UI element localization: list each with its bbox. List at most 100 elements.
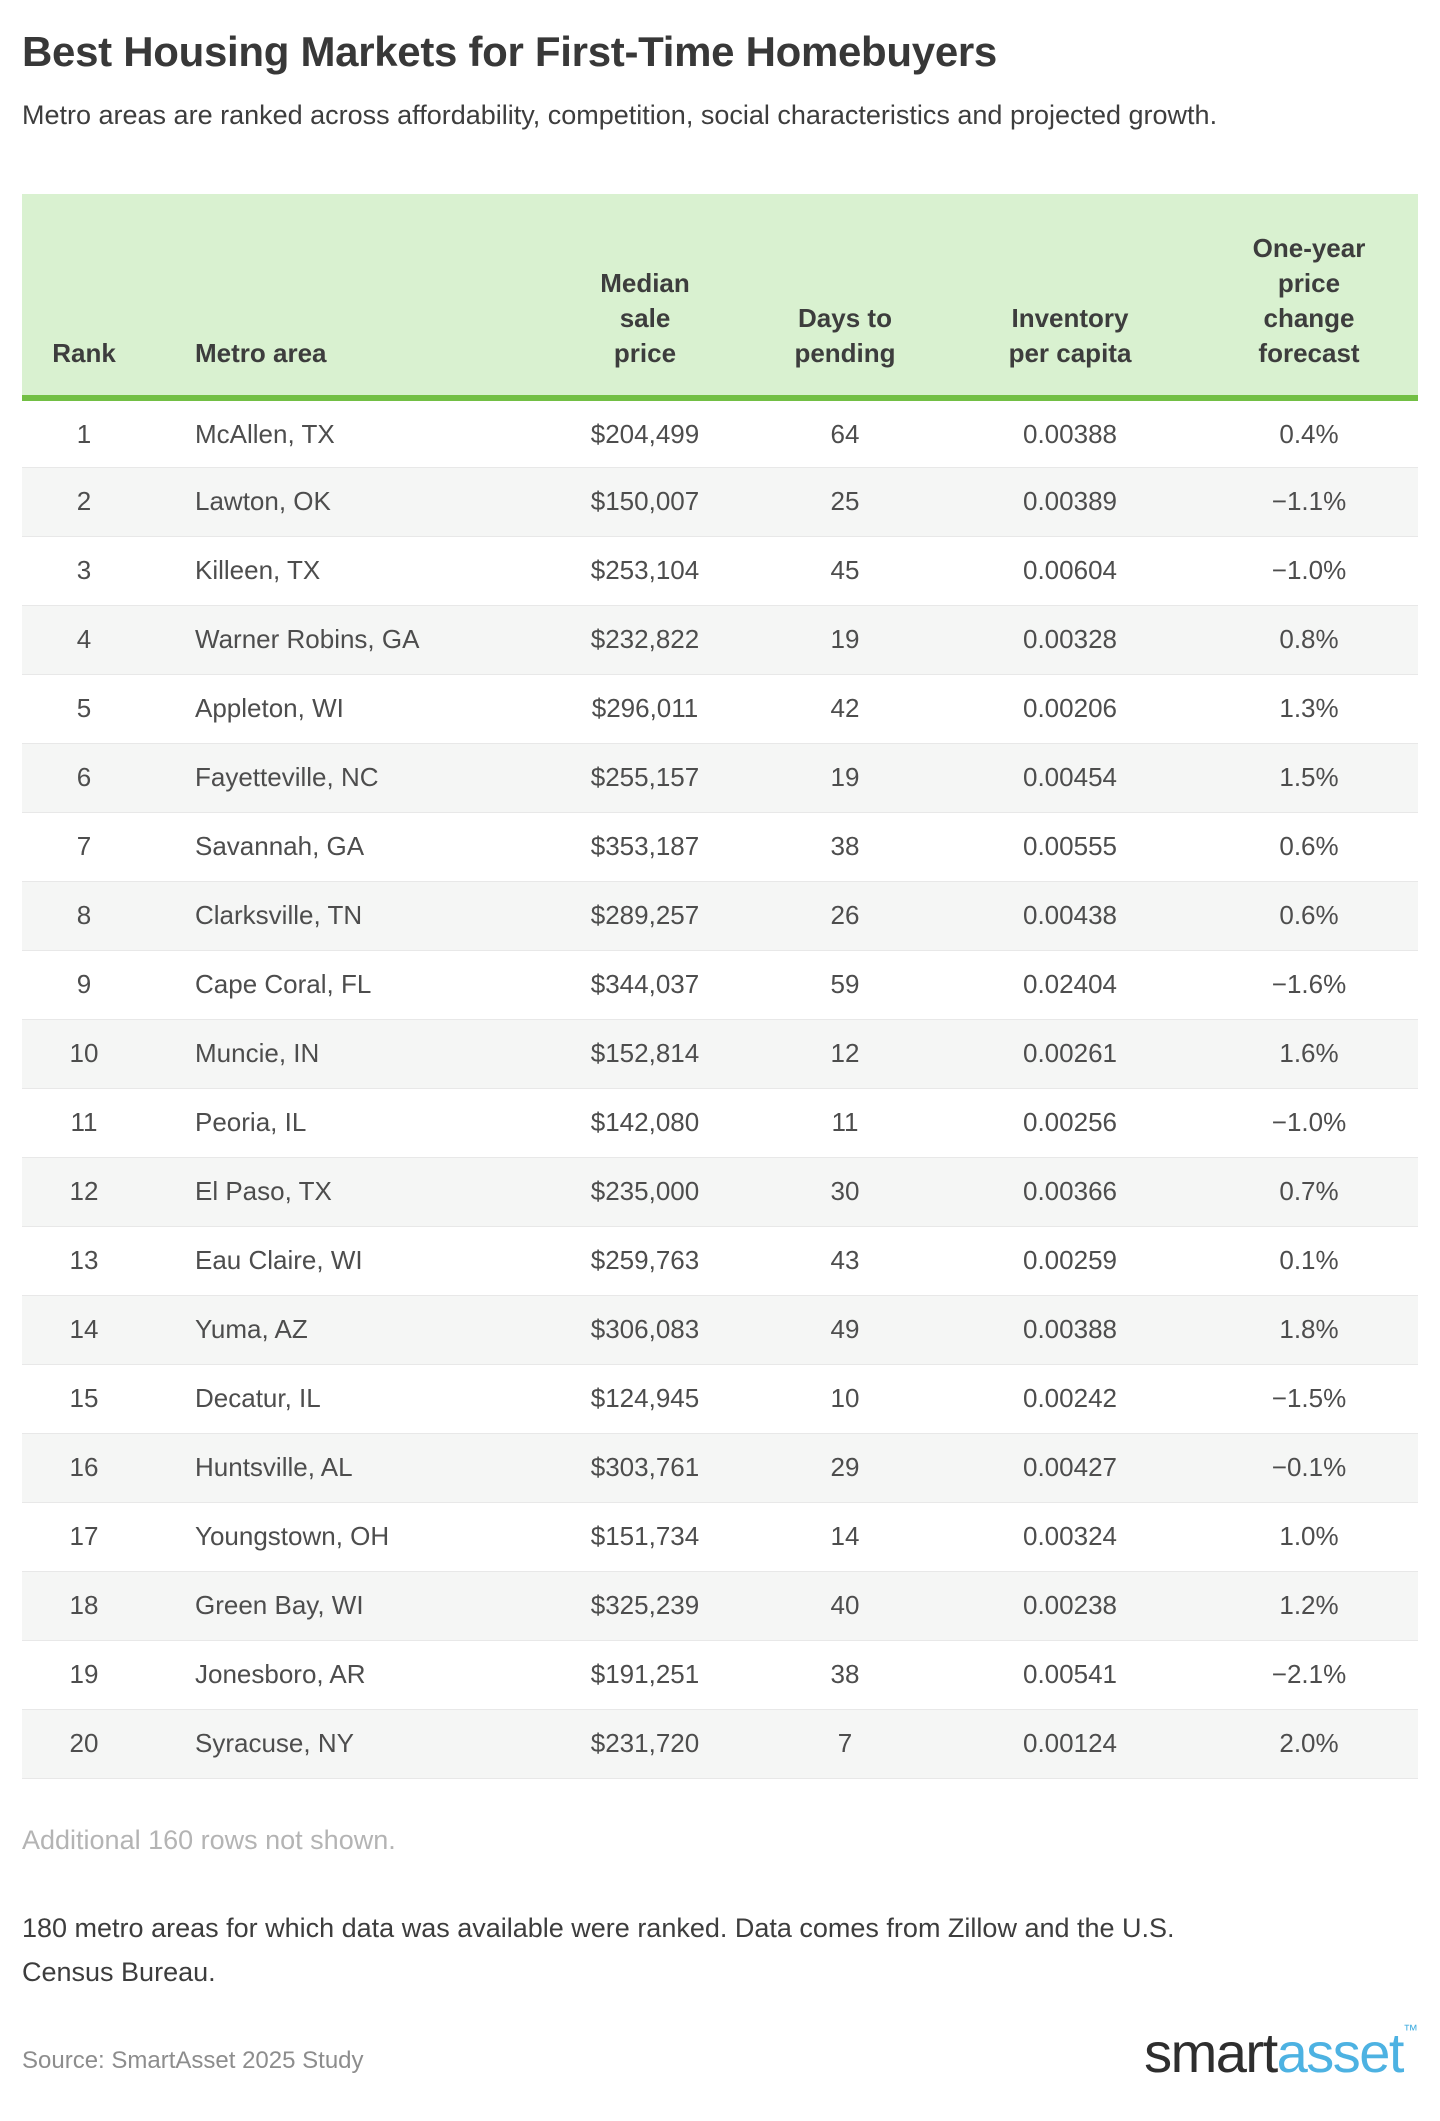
rank-cell: 16 — [69, 1452, 99, 1483]
rank-cell: 9 — [76, 969, 92, 1000]
price-forecast-cell: −2.1% — [1271, 1659, 1347, 1690]
metro-area-cell: Clarksville, TN — [195, 900, 363, 931]
rank-cell: 3 — [76, 555, 92, 586]
days-to-pending-cell: 14 — [830, 1521, 860, 1552]
table-row: 14 Yuma, AZ $306,083 49 0.00388 1.8% — [22, 1295, 1418, 1365]
days-to-pending-cell: 43 — [830, 1245, 860, 1276]
rank-cell: 13 — [69, 1245, 99, 1276]
metro-area-cell: Peoria, IL — [195, 1107, 307, 1138]
rank-cell: 17 — [69, 1521, 99, 1552]
metro-area-cell: Appleton, WI — [195, 693, 344, 724]
median-sale-price-cell: $124,945 — [590, 1383, 700, 1414]
median-sale-price-cell: $289,257 — [590, 900, 700, 931]
rank-cell: 18 — [69, 1590, 99, 1621]
rank-cell: 15 — [69, 1383, 99, 1414]
metro-area-cell: Decatur, IL — [195, 1383, 321, 1414]
days-to-pending-cell: 19 — [830, 624, 860, 655]
metro-area-cell: Green Bay, WI — [195, 1590, 364, 1621]
median-sale-price-cell: $204,499 — [590, 418, 700, 449]
rank-cell: 1 — [76, 418, 92, 449]
table-row: 15 Decatur, IL $124,945 10 0.00242 −1.5% — [22, 1364, 1418, 1433]
bottom-row: Source: SmartAsset 2025 Study smartasset… — [22, 2021, 1418, 2081]
housing-markets-table: Rank Metro area Median sale price Days t… — [22, 194, 1418, 1779]
metro-area-cell: Savannah, GA — [195, 831, 365, 862]
days-to-pending-cell: 42 — [830, 693, 860, 724]
median-sale-price-cell: $303,761 — [590, 1452, 700, 1483]
rank-cell: 8 — [76, 900, 92, 931]
table-row: 2 Lawton, OK $150,007 25 0.00389 −1.1% — [22, 467, 1418, 537]
metro-area-cell: Lawton, OK — [195, 486, 331, 517]
price-forecast-cell: 0.8% — [1279, 624, 1339, 655]
price-forecast-cell: 1.5% — [1279, 762, 1339, 793]
inventory-per-capita-cell: 0.00366 — [1023, 1176, 1117, 1207]
days-to-pending-cell: 10 — [830, 1383, 860, 1414]
price-forecast-cell: 1.3% — [1279, 693, 1339, 724]
price-forecast-cell: 1.2% — [1279, 1590, 1339, 1621]
price-forecast-cell: 0.4% — [1279, 418, 1339, 449]
trademark-symbol: ™ — [1403, 2021, 1418, 2039]
metro-area-cell: Fayetteville, NC — [195, 762, 379, 793]
metro-area-cell: Cape Coral, FL — [195, 969, 372, 1000]
days-to-pending-cell: 7 — [837, 1728, 853, 1759]
median-sale-price-cell: $255,157 — [590, 762, 700, 793]
table-row: 7 Savannah, GA $353,187 38 0.00555 0.6% — [22, 812, 1418, 881]
median-sale-price-cell: $259,763 — [590, 1245, 700, 1276]
table-row: 9 Cape Coral, FL $344,037 59 0.02404 −1.6% — [22, 950, 1418, 1019]
median-sale-price-cell: $344,037 — [590, 969, 700, 1000]
metro-area-cell: McAllen, TX — [195, 418, 335, 449]
table-body: 1 McAllen, TX $204,499 64 0.00388 0.4% 2 Lawton… — [22, 398, 1418, 1779]
price-forecast-cell: −1.0% — [1271, 555, 1347, 586]
metro-area-cell: Yuma, AZ — [195, 1314, 308, 1345]
rank-cell: 11 — [70, 1107, 98, 1138]
price-forecast-cell: 1.0% — [1279, 1521, 1339, 1552]
days-to-pending-cell: 38 — [830, 1659, 860, 1690]
page-title: Best Housing Markets for First-Time Home… — [22, 28, 997, 75]
page-subtitle: Metro areas are ranked across affordabil… — [22, 99, 1218, 130]
rank-cell: 5 — [76, 693, 92, 724]
inventory-per-capita-cell: 0.00124 — [1023, 1728, 1117, 1759]
metro-area-cell: Warner Robins, GA — [195, 624, 420, 655]
days-to-pending-cell: 49 — [830, 1314, 860, 1345]
days-to-pending-cell: 11 — [831, 1107, 859, 1138]
metro-area-cell: Huntsville, AL — [195, 1452, 353, 1483]
price-forecast-cell: 0.1% — [1279, 1245, 1339, 1276]
metro-area-cell: Killeen, TX — [195, 555, 321, 586]
price-forecast-cell: 2.0% — [1279, 1728, 1339, 1759]
column-header-rank: Rank — [52, 338, 116, 369]
rank-cell: 4 — [76, 624, 92, 655]
table-row: 6 Fayetteville, NC $255,157 19 0.00454 1.5% — [22, 743, 1418, 813]
inventory-per-capita-cell: 0.00541 — [1023, 1659, 1117, 1690]
median-sale-price-cell: $325,239 — [590, 1590, 700, 1621]
median-sale-price-cell: $232,822 — [590, 624, 700, 655]
price-forecast-cell: −1.6% — [1271, 969, 1347, 1000]
median-sale-price-cell: $191,251 — [590, 1659, 700, 1690]
source-credit: Source: SmartAsset 2025 Study — [22, 2046, 364, 2074]
logo-text-asset: asset — [1276, 2020, 1405, 2084]
table-row: 12 El Paso, TX $235,000 30 0.00366 0.7% — [22, 1157, 1418, 1227]
column-header-metro: Metro area — [195, 338, 327, 369]
price-forecast-cell: 1.6% — [1279, 1038, 1339, 1069]
table-row: 8 Clarksville, TN $289,257 26 0.00438 0.6% — [22, 881, 1418, 951]
median-sale-price-cell: $152,814 — [590, 1038, 700, 1069]
metro-area-cell: Eau Claire, WI — [195, 1245, 363, 1276]
table-row: 20 Syracuse, NY $231,720 7 0.00124 2.0% — [22, 1709, 1418, 1779]
price-forecast-cell: 0.6% — [1279, 831, 1339, 862]
median-sale-price-cell: $296,011 — [591, 693, 699, 724]
days-to-pending-cell: 25 — [830, 486, 860, 517]
column-header-inventory: Inventory per capita — [1008, 303, 1132, 369]
inventory-per-capita-cell: 0.00427 — [1023, 1452, 1117, 1483]
days-to-pending-cell: 40 — [830, 1590, 860, 1621]
inventory-per-capita-cell: 0.00388 — [1023, 1314, 1117, 1345]
table-row: 5 Appleton, WI $296,011 42 0.00206 1.3% — [22, 674, 1418, 743]
rank-cell: 20 — [69, 1728, 99, 1759]
inventory-per-capita-cell: 0.00206 — [1023, 693, 1117, 724]
inventory-per-capita-cell: 0.00328 — [1023, 624, 1117, 655]
table-row: 11 Peoria, IL $142,080 11 0.00256 −1.0% — [22, 1088, 1418, 1157]
table-row: 3 Killeen, TX $253,104 45 0.00604 −1.0% — [22, 536, 1418, 605]
rank-cell: 19 — [69, 1659, 99, 1690]
median-sale-price-cell: $151,734 — [590, 1521, 700, 1552]
rows-not-shown-note: Additional 160 rows not shown. — [22, 1824, 396, 1855]
inventory-per-capita-cell: 0.00388 — [1023, 418, 1117, 449]
days-to-pending-cell: 19 — [830, 762, 860, 793]
